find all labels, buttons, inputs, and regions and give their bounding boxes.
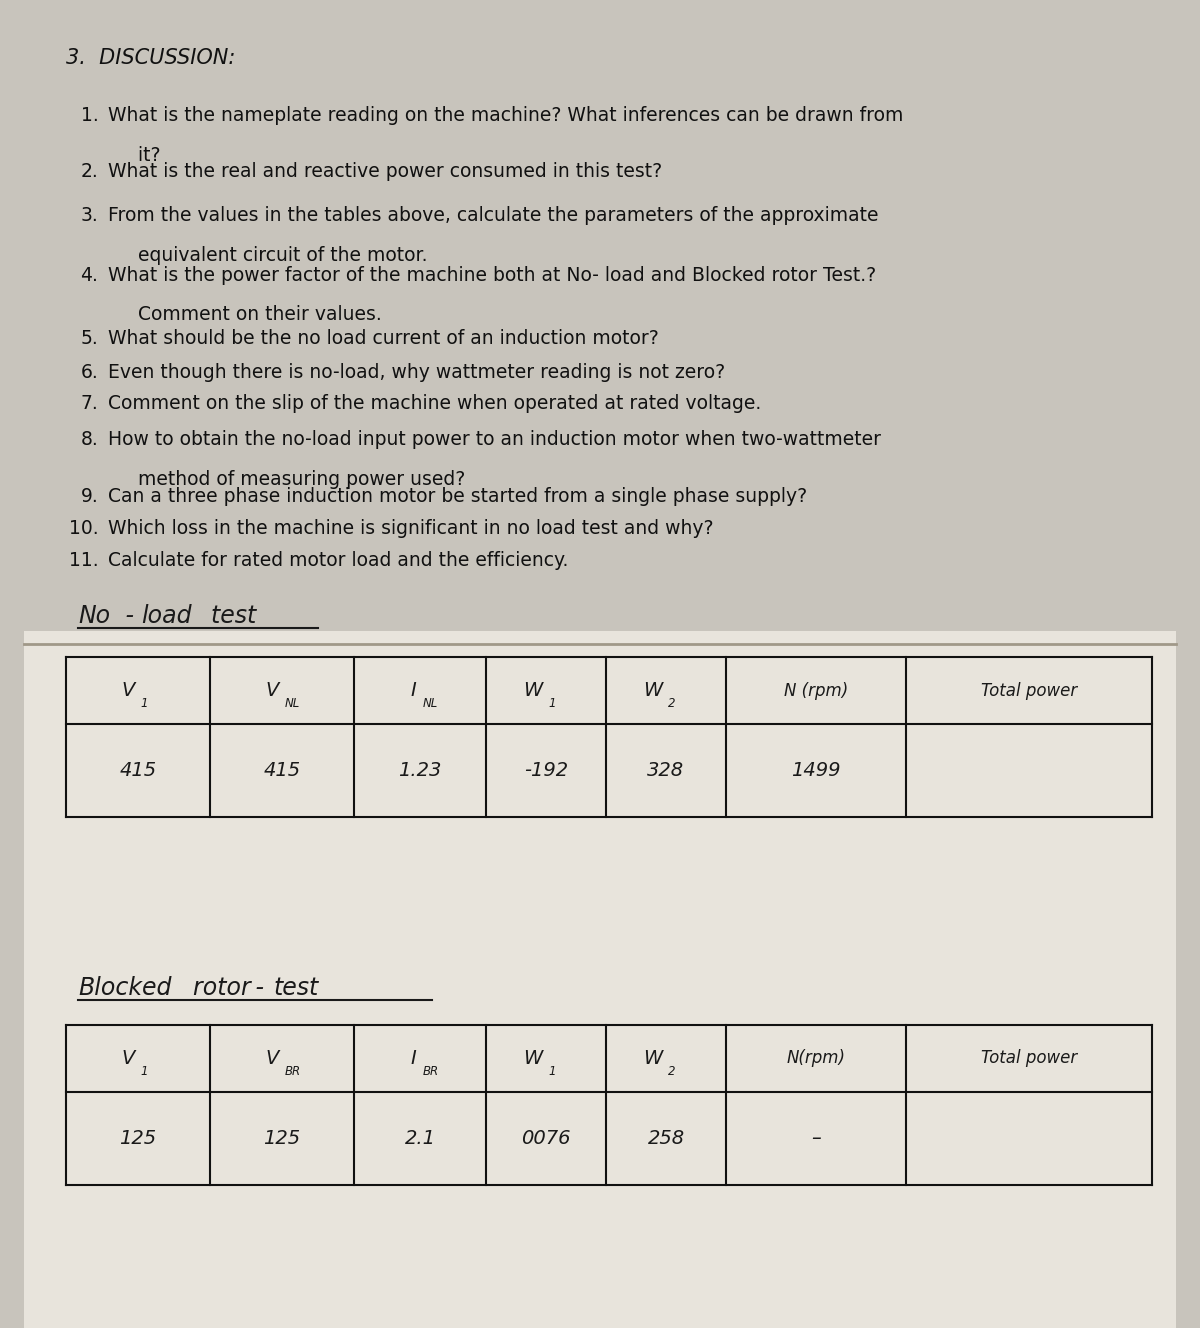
Text: What is the nameplate reading on the machine? What inferences can be drawn from: What is the nameplate reading on the mac… <box>108 106 904 125</box>
Text: 125: 125 <box>120 1129 156 1147</box>
Text: W: W <box>523 1049 542 1068</box>
Text: NL: NL <box>284 697 300 710</box>
Text: test: test <box>274 976 319 1000</box>
Text: 2.1: 2.1 <box>404 1129 436 1147</box>
Text: equivalent circuit of the motor.: equivalent circuit of the motor. <box>108 246 427 264</box>
Text: -: - <box>118 604 142 628</box>
Text: Total power: Total power <box>980 1049 1078 1068</box>
Text: -: - <box>248 976 272 1000</box>
Text: 7.: 7. <box>80 394 98 413</box>
Text: Blocked: Blocked <box>78 976 172 1000</box>
Text: No: No <box>78 604 110 628</box>
Text: Calculate for rated motor load and the efficiency.: Calculate for rated motor load and the e… <box>108 551 569 570</box>
Text: W: W <box>643 681 662 700</box>
Text: 5.: 5. <box>80 329 98 348</box>
Text: 1: 1 <box>140 1065 148 1078</box>
Text: V: V <box>121 681 134 700</box>
Text: Comment on the slip of the machine when operated at rated voltage.: Comment on the slip of the machine when … <box>108 394 761 413</box>
Text: –: – <box>811 1129 821 1147</box>
Text: Even though there is no-load, why wattmeter reading is not zero?: Even though there is no-load, why wattme… <box>108 363 725 381</box>
Text: 258: 258 <box>648 1129 684 1147</box>
Text: test: test <box>196 604 256 628</box>
Text: 9.: 9. <box>80 487 98 506</box>
Text: load: load <box>142 604 192 628</box>
Text: 2: 2 <box>668 1065 676 1078</box>
Text: W: W <box>643 1049 662 1068</box>
Text: Total power: Total power <box>980 681 1078 700</box>
Text: V: V <box>265 1049 278 1068</box>
Text: W: W <box>523 681 542 700</box>
Text: Which loss in the machine is significant in no load test and why?: Which loss in the machine is significant… <box>108 519 714 538</box>
Text: it?: it? <box>108 146 161 165</box>
Text: 2: 2 <box>668 697 676 710</box>
Text: 0076: 0076 <box>521 1129 571 1147</box>
Text: 328: 328 <box>648 761 684 780</box>
Text: 125: 125 <box>264 1129 300 1147</box>
Text: rotor: rotor <box>178 976 251 1000</box>
Text: Comment on their values.: Comment on their values. <box>108 305 382 324</box>
Text: V: V <box>265 681 278 700</box>
Text: N(rpm): N(rpm) <box>786 1049 846 1068</box>
Text: 4.: 4. <box>80 266 98 284</box>
Text: From the values in the tables above, calculate the parameters of the approximate: From the values in the tables above, cal… <box>108 206 878 224</box>
Text: -192: -192 <box>524 761 568 780</box>
Text: I: I <box>410 1049 416 1068</box>
Text: 10.: 10. <box>68 519 98 538</box>
Text: method of measuring power used?: method of measuring power used? <box>108 470 466 489</box>
Text: NL: NL <box>422 697 438 710</box>
Text: 1.: 1. <box>80 106 98 125</box>
Text: 3.: 3. <box>80 206 98 224</box>
Text: 1.23: 1.23 <box>398 761 442 780</box>
Text: What is the real and reactive power consumed in this test?: What is the real and reactive power cons… <box>108 162 662 181</box>
Text: 6.: 6. <box>80 363 98 381</box>
Text: 3.  DISCUSSION:: 3. DISCUSSION: <box>66 48 235 68</box>
Text: 2.: 2. <box>80 162 98 181</box>
Text: 1: 1 <box>140 697 148 710</box>
Text: 8.: 8. <box>80 430 98 449</box>
Text: 415: 415 <box>120 761 156 780</box>
Text: BR: BR <box>284 1065 300 1078</box>
Text: What is the power factor of the machine both at No- load and Blocked rotor Test.: What is the power factor of the machine … <box>108 266 876 284</box>
Text: V: V <box>121 1049 134 1068</box>
Text: 11.: 11. <box>68 551 98 570</box>
Text: What should be the no load current of an induction motor?: What should be the no load current of an… <box>108 329 659 348</box>
Text: BR: BR <box>422 1065 438 1078</box>
Text: N (rpm): N (rpm) <box>784 681 848 700</box>
Text: 1: 1 <box>548 697 556 710</box>
Text: Can a three phase induction motor be started from a single phase supply?: Can a three phase induction motor be sta… <box>108 487 808 506</box>
Text: 415: 415 <box>264 761 300 780</box>
Text: 1499: 1499 <box>791 761 841 780</box>
Text: How to obtain the no-load input power to an induction motor when two-wattmeter: How to obtain the no-load input power to… <box>108 430 881 449</box>
Text: I: I <box>410 681 416 700</box>
Text: 1: 1 <box>548 1065 556 1078</box>
